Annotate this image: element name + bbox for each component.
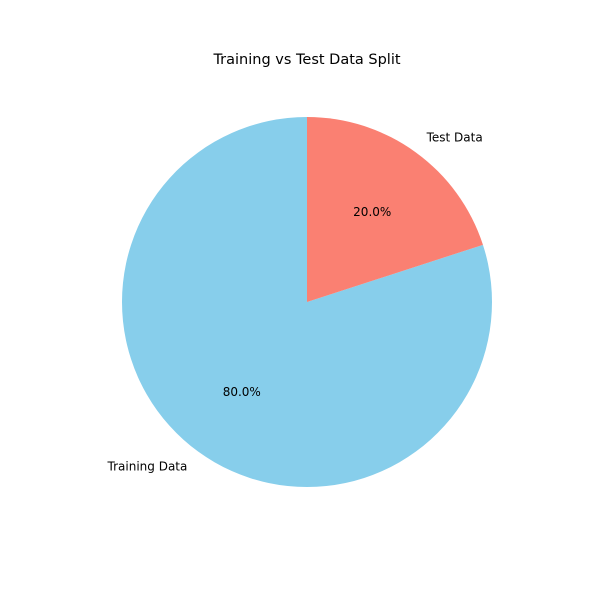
slice-percent-1: 20.0%: [353, 205, 391, 219]
chart-title: Training vs Test Data Split: [212, 52, 400, 68]
slice-label-1: Test Data: [426, 130, 483, 144]
pie-slice-test-data: [307, 117, 483, 302]
slices-group: [122, 117, 492, 488]
labels-group: Training Data 80.0% Test Data 20.0%: [107, 130, 483, 473]
slice-label-0: Training Data: [107, 460, 188, 474]
slice-percent-0: 80.0%: [223, 385, 261, 399]
